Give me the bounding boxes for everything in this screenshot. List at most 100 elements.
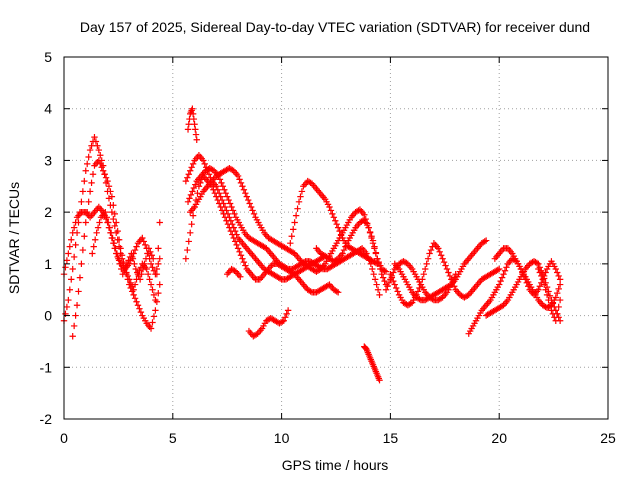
data-point [545,296,552,304]
data-point [136,276,144,283]
data-point [221,214,229,221]
data-point [141,260,148,268]
data-point [287,239,294,247]
data-point [110,239,118,247]
data-point [149,264,156,271]
data-point [133,298,140,305]
data-point [139,234,146,242]
data-point [226,224,233,231]
data-point [76,274,84,281]
data-point [84,160,91,168]
data-point [243,193,250,200]
data-point [234,172,242,180]
data-point [66,286,74,293]
data-point [156,255,163,262]
data-point [552,317,559,324]
data-point [282,314,289,321]
data-point [113,250,121,257]
data-point [337,231,345,238]
data-point [437,252,445,259]
data-point [381,277,388,285]
data-point [98,164,105,171]
data-point [388,274,396,281]
data-point [136,305,143,312]
data-point [68,276,75,283]
data-point [131,281,139,288]
data-point [368,233,375,240]
data-point [142,255,150,262]
data-point [142,241,149,249]
data-point [84,208,91,216]
data-point [224,221,232,228]
data-point [108,193,116,200]
chart-title: Day 157 of 2025, Sidereal Day-to-day VTE… [80,19,590,35]
x-tick-label: 20 [491,430,507,446]
data-point [420,271,427,278]
data-point [219,183,227,190]
data-point [190,115,198,123]
data-point [326,203,333,211]
data-point [69,265,76,273]
grid-lines [64,57,608,419]
data-point [195,183,203,190]
data-point [382,268,390,275]
data-point [85,198,92,205]
data-point [500,271,507,278]
data-point [115,236,123,243]
data-point [105,183,113,190]
data-point [542,286,549,293]
data-point [131,295,139,302]
data-point [239,183,246,190]
data-point [192,181,199,188]
data-point [62,310,69,318]
data-point [104,177,111,185]
data-point [192,126,199,133]
data-point [185,238,192,245]
data-point [72,312,79,319]
data-point [536,283,544,290]
data-point [130,286,137,293]
data-point [556,296,564,304]
data-point [126,276,133,283]
data-point [150,291,158,299]
data-point [374,286,382,293]
data-point [481,238,488,245]
data-point [297,193,304,200]
data-point [332,217,339,224]
data-point [189,110,197,118]
data-point [307,288,314,295]
data-point [283,264,290,272]
data-point [227,227,235,235]
data-point [188,221,195,228]
data-point [551,314,558,321]
axis-ticks: 0 5 10 15 20 25 -2 -1 0 1 2 3 4 5 [40,49,616,446]
data-point [86,146,94,154]
data-point [378,271,385,278]
data-point [381,267,388,274]
data-point [224,193,231,200]
data-point [105,219,112,226]
data-point [191,121,198,128]
data-point [111,210,118,218]
data-point [114,227,121,235]
data-point [333,288,340,295]
data-point [336,227,343,235]
data-point [503,264,510,271]
data-point [184,126,192,133]
data-point [125,257,132,264]
data-point [373,281,380,288]
y-tick-label: 0 [44,308,52,324]
data-point [150,255,157,262]
data-point [236,248,243,255]
data-point [205,171,213,178]
data-point [79,188,87,195]
data-point [497,277,504,285]
data-point [184,198,192,205]
data-point [416,295,423,303]
data-point [371,276,379,283]
data-point [69,229,76,237]
data-point [73,302,81,309]
data-point [242,189,249,197]
data-point [156,219,163,226]
data-point [79,246,87,254]
